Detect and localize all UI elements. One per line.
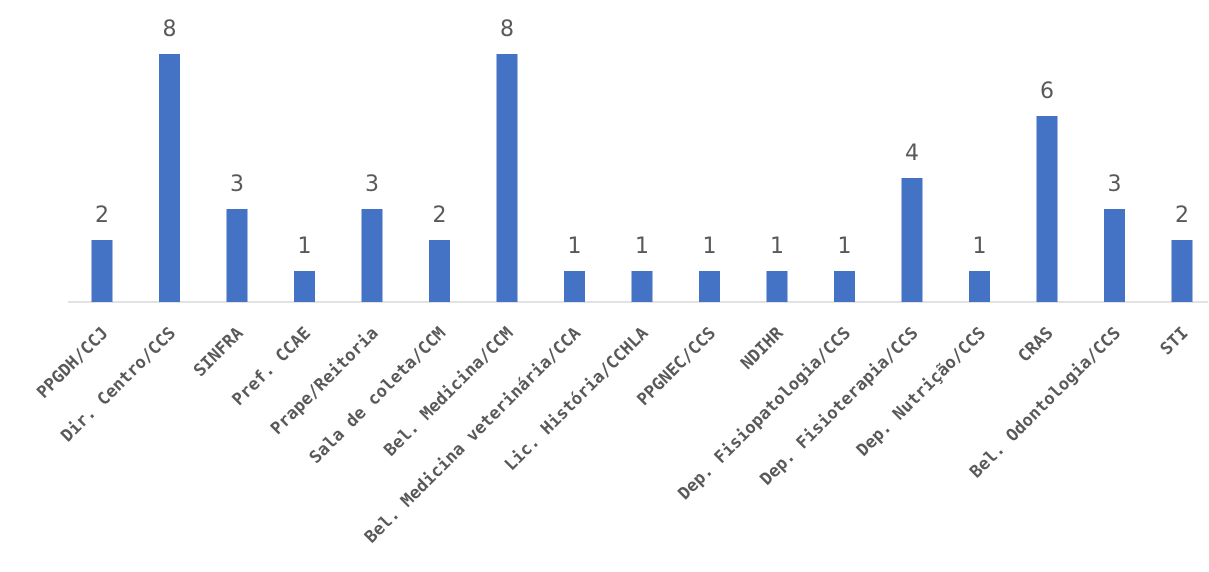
bar [564,271,585,302]
bar [91,240,113,302]
category-label: Lic. História/CCHLA [501,323,653,475]
category-label: STI [1157,323,1193,359]
data-label: 2 [1175,203,1189,228]
data-label: 3 [365,172,379,197]
category-label: NDIHR [737,323,788,374]
data-label: 1 [635,234,649,259]
bars-group [91,54,1193,302]
category-label: Dir. Centro/CCS [57,323,180,446]
bar [1036,116,1058,302]
data-labels-group: 2 8 3 1 3 2 8 1 1 1 1 1 4 1 6 3 2 [95,17,1189,259]
data-label: 1 [838,234,852,259]
category-label: SINFRA [190,323,248,381]
bar [901,178,923,302]
bar [969,271,990,302]
data-label: 1 [568,234,582,259]
category-label: CRAS [1014,323,1057,366]
data-label: 8 [163,17,177,42]
data-label: 1 [298,234,312,259]
category-label: Bel. Medicina/CCM [380,323,517,460]
bar [766,271,788,302]
bar [1171,240,1193,302]
bar [226,209,248,302]
bar [631,271,653,302]
category-label: Dep. Nutrição/CCS [853,323,990,460]
data-label: 1 [973,234,987,259]
category-label: Sala de coleta/CCM [306,323,450,467]
data-label: 2 [433,203,447,228]
bar [496,54,518,302]
bar [834,271,855,302]
data-label: 2 [95,203,109,228]
bar [699,271,720,302]
bar [294,271,315,302]
data-label: 6 [1040,79,1054,104]
data-label: 8 [500,17,514,42]
data-label: 3 [1108,172,1122,197]
bar [1104,209,1125,302]
data-label: 1 [770,234,784,259]
bar [429,240,450,302]
bar [159,54,180,302]
bar [361,209,383,302]
data-label: 1 [703,234,717,259]
data-label: 3 [230,172,244,197]
data-label: 4 [905,141,919,166]
